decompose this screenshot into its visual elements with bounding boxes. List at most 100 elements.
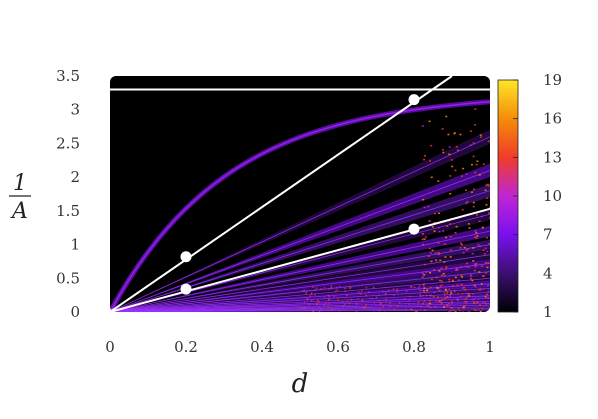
heatmap-cell — [462, 167, 465, 170]
heatmap-cell — [447, 296, 449, 299]
heatmap-cell — [484, 262, 487, 264]
heatmap-cell — [421, 276, 424, 278]
heatmap-cell — [446, 295, 449, 298]
heatmap-cell — [423, 206, 426, 209]
heatmap-cell — [476, 301, 479, 304]
heatmap-cell — [453, 289, 456, 292]
heatmap-cell — [472, 247, 475, 249]
heatmap-cell — [424, 263, 427, 266]
heatmap-cell — [484, 301, 486, 303]
heatmap-cell — [456, 268, 459, 271]
y-axis-ticks: 0 0.5 1 1.5 2 2.5 3 3.5 — [56, 67, 80, 321]
heatmap-cell — [429, 306, 432, 309]
heatmap-cell — [300, 307, 302, 310]
colorbar-tick-label: 7 — [543, 226, 553, 244]
heatmap-cell — [452, 285, 455, 287]
heatmap-cell — [471, 279, 474, 282]
heatmap-cell — [449, 175, 452, 177]
heatmap-cell — [460, 243, 463, 246]
heatmap-cell — [435, 259, 438, 262]
heatmap-cell — [335, 286, 338, 289]
heatmap-cell — [451, 300, 453, 303]
heatmap-cell — [416, 310, 418, 312]
heatmap-cell — [440, 302, 443, 305]
heatmap-cell — [438, 279, 441, 282]
heatmap-cell — [367, 291, 370, 293]
heatmap-cell — [466, 300, 468, 303]
heatmap-cell — [450, 307, 453, 309]
heatmap-cell — [460, 274, 463, 277]
heatmap-cell — [486, 197, 489, 199]
heatmap-cell — [314, 289, 316, 291]
heatmap-cell — [446, 225, 449, 227]
heatmap-cell — [397, 304, 399, 307]
heatmap-ray — [110, 170, 490, 312]
y-tick-label: 3 — [70, 101, 80, 119]
heatmap-cell — [465, 202, 468, 204]
heatmap-cell — [365, 303, 367, 306]
heatmap-cell — [349, 286, 352, 289]
x-tick-label: 0.2 — [174, 338, 198, 356]
heatmap-cell — [408, 303, 410, 305]
heatmap-cell — [302, 290, 304, 292]
heatmap-cell — [425, 271, 428, 273]
heatmap-cell — [428, 247, 431, 250]
heatmap-cell — [443, 275, 446, 277]
heatmap-cell — [355, 302, 358, 305]
heatmap-cell — [405, 290, 408, 292]
heatmap-cell — [410, 308, 412, 310]
heatmap-cell — [445, 266, 448, 268]
heatmap-cell — [438, 289, 441, 292]
heatmap-cell — [437, 226, 440, 229]
heatmap-cell — [437, 180, 440, 182]
heatmap-cell — [460, 283, 463, 286]
heatmap-cell — [455, 267, 458, 270]
heatmap-cell — [311, 293, 313, 295]
heatmap-cell — [455, 145, 458, 148]
heatmap-cell — [471, 252, 474, 255]
heatmap-cell — [445, 267, 448, 270]
heatmap-cell — [429, 286, 432, 289]
heatmap-cell — [431, 226, 434, 228]
overlay-line-steep-line — [109, 75, 453, 313]
heatmap-cell — [327, 294, 330, 297]
colorbar-tick-label: 1 — [543, 303, 553, 321]
heatmap-cell — [323, 304, 325, 307]
heatmap-cell — [325, 302, 327, 305]
heatmap-cell — [465, 288, 467, 291]
heatmap-cell — [441, 299, 444, 301]
heatmap-cell — [486, 250, 489, 253]
heatmap-cell — [427, 205, 430, 208]
heatmap-cell — [438, 253, 441, 256]
heatmap-ray — [110, 254, 490, 312]
heatmap-cell — [361, 299, 364, 301]
heatmap-cell — [373, 311, 375, 312]
heatmap-cell — [430, 144, 433, 147]
heatmap-cell — [463, 246, 466, 249]
heatmap-cell — [446, 291, 449, 293]
heatmap-cell — [409, 295, 411, 298]
heatmap-cell — [396, 288, 398, 290]
heatmap-cell — [442, 151, 445, 154]
heatmap-cell — [365, 287, 368, 289]
heatmap-cell — [424, 154, 427, 157]
heatmap-cell — [457, 293, 459, 295]
heatmap-cell — [421, 238, 424, 241]
heatmap-cell — [393, 308, 396, 311]
heatmap-cell — [469, 144, 472, 146]
heatmap-cell — [379, 303, 382, 306]
heatmap-cell — [411, 309, 414, 311]
heatmap-cell — [486, 266, 489, 269]
heatmap-cell — [474, 265, 477, 268]
heatmap-cell — [445, 305, 448, 307]
heatmap-cell — [451, 280, 454, 282]
heatmap-cell — [464, 298, 467, 300]
heatmap-cell — [342, 304, 344, 307]
heatmap-cell — [421, 125, 424, 127]
x-tick-label: 1 — [485, 338, 495, 356]
heatmap-cell — [348, 302, 351, 305]
heatmap-cell — [480, 287, 482, 290]
heatmap-cell — [433, 230, 436, 232]
heatmap-cell — [336, 289, 339, 292]
heatmap-cell — [414, 311, 417, 312]
